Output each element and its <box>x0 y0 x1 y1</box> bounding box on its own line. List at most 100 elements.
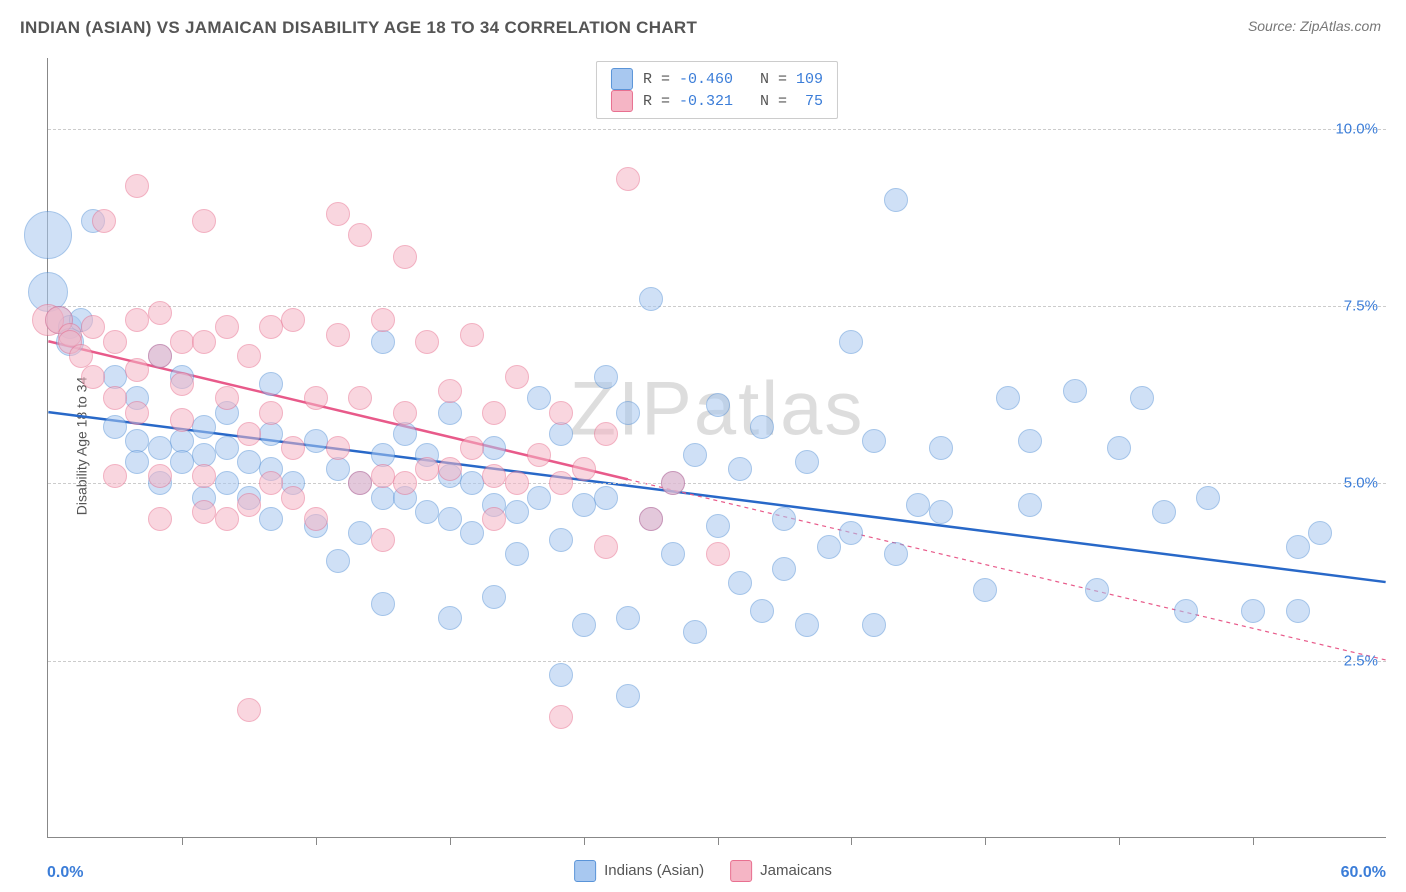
legend-label: Jamaicans <box>760 862 832 879</box>
data-point <box>371 464 395 488</box>
legend-label: Indians (Asian) <box>604 862 704 879</box>
data-point <box>170 330 194 354</box>
y-tick-label: 7.5% <box>1344 298 1378 315</box>
data-point <box>148 301 172 325</box>
legend-swatch <box>611 68 633 90</box>
data-point <box>1286 599 1310 623</box>
data-point <box>1085 578 1109 602</box>
data-point <box>549 401 573 425</box>
data-point <box>81 315 105 339</box>
data-point <box>103 386 127 410</box>
data-point <box>616 684 640 708</box>
data-point <box>460 521 484 545</box>
data-point <box>639 507 663 531</box>
data-point <box>125 401 149 425</box>
data-point <box>527 486 551 510</box>
chart-title: INDIAN (ASIAN) VS JAMAICAN DISABILITY AG… <box>20 18 697 38</box>
data-point <box>259 471 283 495</box>
data-point <box>505 542 529 566</box>
plot-area: ZIPatlas R = -0.460 N = 109R = -0.321 N … <box>47 58 1386 838</box>
data-point <box>1241 599 1265 623</box>
legend-swatch <box>574 860 596 882</box>
data-point <box>594 486 618 510</box>
legend-item: Indians (Asian) <box>574 860 704 882</box>
data-point <box>884 188 908 212</box>
x-tick <box>316 837 317 845</box>
source-attribution: Source: ZipAtlas.com <box>1248 18 1381 34</box>
x-tick <box>718 837 719 845</box>
gridline <box>48 306 1386 307</box>
data-point <box>237 493 261 517</box>
data-point <box>215 436 239 460</box>
data-point <box>572 457 596 481</box>
data-point <box>683 443 707 467</box>
data-point <box>1174 599 1198 623</box>
data-point <box>750 599 774 623</box>
data-point <box>326 549 350 573</box>
data-point <box>170 372 194 396</box>
data-point <box>438 457 462 481</box>
data-point <box>192 209 216 233</box>
data-point <box>281 486 305 510</box>
data-point <box>371 528 395 552</box>
data-point <box>192 415 216 439</box>
data-point <box>929 500 953 524</box>
data-point <box>1308 521 1332 545</box>
data-point <box>549 663 573 687</box>
data-point <box>326 457 350 481</box>
data-point <box>393 422 417 446</box>
data-point <box>839 330 863 354</box>
data-point <box>393 245 417 269</box>
data-point <box>750 415 774 439</box>
data-point <box>415 457 439 481</box>
data-point <box>1130 386 1154 410</box>
data-point <box>728 571 752 595</box>
data-point <box>281 308 305 332</box>
data-point <box>661 471 685 495</box>
data-point <box>415 500 439 524</box>
legend-swatch <box>730 860 752 882</box>
data-point <box>304 507 328 531</box>
data-point <box>92 209 116 233</box>
data-point <box>348 386 372 410</box>
data-point <box>103 330 127 354</box>
data-point <box>527 443 551 467</box>
legend-stat-text: R = -0.321 N = 75 <box>643 93 823 110</box>
data-point <box>438 507 462 531</box>
data-point <box>148 344 172 368</box>
data-point <box>371 592 395 616</box>
data-point <box>81 365 105 389</box>
data-point <box>148 436 172 460</box>
data-point <box>460 471 484 495</box>
data-point <box>215 471 239 495</box>
data-point <box>527 386 551 410</box>
data-point <box>326 436 350 460</box>
x-tick <box>584 837 585 845</box>
data-point <box>572 493 596 517</box>
data-point <box>706 393 730 417</box>
gridline <box>48 661 1386 662</box>
data-point <box>616 167 640 191</box>
data-point <box>862 429 886 453</box>
legend-swatch <box>611 90 633 112</box>
data-point <box>237 344 261 368</box>
data-point <box>326 323 350 347</box>
data-point <box>192 464 216 488</box>
data-point <box>1107 436 1131 460</box>
data-point <box>549 528 573 552</box>
x-axis-max-label: 60.0% <box>1341 864 1386 882</box>
data-point <box>259 315 283 339</box>
data-point <box>1063 379 1087 403</box>
data-point <box>192 500 216 524</box>
data-point <box>304 386 328 410</box>
x-tick <box>450 837 451 845</box>
correlation-legend: R = -0.460 N = 109R = -0.321 N = 75 <box>596 61 838 119</box>
data-point <box>639 287 663 311</box>
data-point <box>438 606 462 630</box>
data-point <box>973 578 997 602</box>
data-point <box>706 542 730 566</box>
data-point <box>884 542 908 566</box>
data-point <box>237 450 261 474</box>
data-point <box>215 315 239 339</box>
data-point <box>1018 429 1042 453</box>
